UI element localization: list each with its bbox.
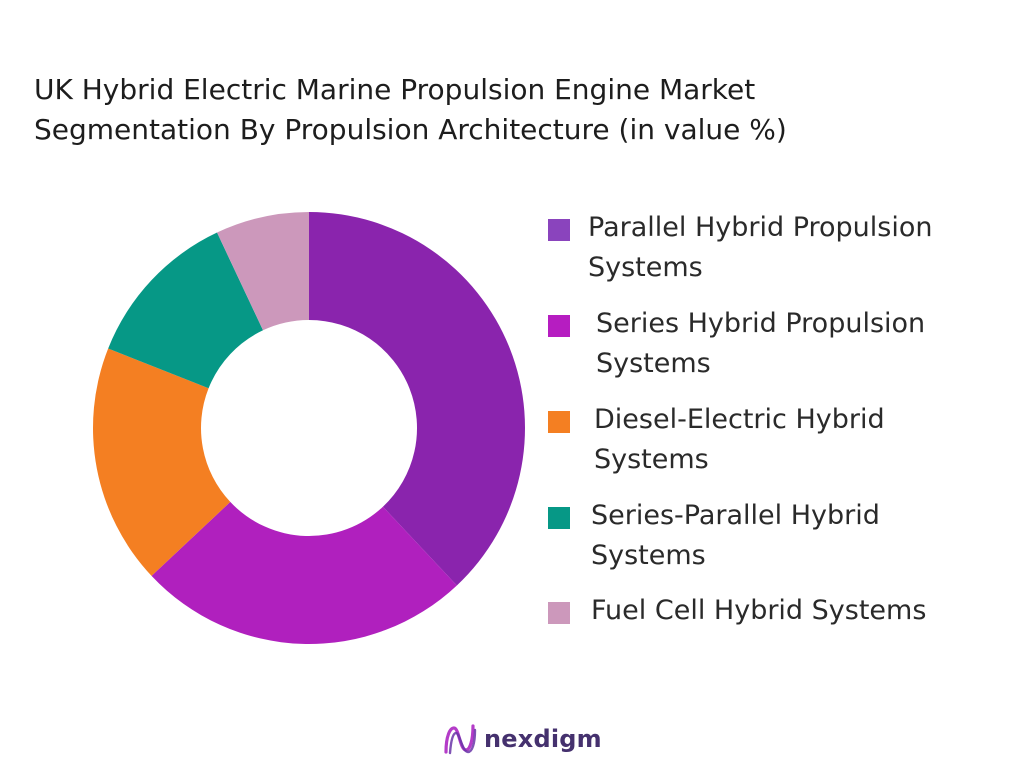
legend-item-fuel-cell: Fuel Cell Hybrid Systems (548, 591, 988, 631)
legend-label-series-hybrid: Series Hybrid Propulsion Systems (596, 308, 926, 379)
donut-slices (93, 212, 525, 644)
brand-logo: nexdigm (442, 722, 602, 756)
legend-label-parallel-hybrid: Parallel Hybrid Propulsion Systems (588, 212, 933, 283)
legend-swatch-diesel-electric (548, 411, 570, 433)
legend-label-series-parallel: Series-Parallel Hybrid Systems (591, 500, 880, 571)
legend-item-series-hybrid: Series Hybrid Propulsion Systems (548, 304, 988, 384)
legend-item-diesel-electric: Diesel-Electric Hybrid Systems (548, 400, 988, 480)
legend-item-parallel-hybrid: Parallel Hybrid Propulsion Systems (548, 208, 988, 288)
legend-swatch-series-parallel (548, 507, 570, 529)
legend-swatch-series-hybrid (548, 315, 570, 337)
chart-title-line-2: Segmentation By Propulsion Architecture … (34, 113, 787, 146)
donut-slice-fuel-cell-hybrid-systems (217, 212, 309, 331)
legend-swatch-fuel-cell (548, 602, 570, 624)
chart-title: UK Hybrid Electric Marine Propulsion Eng… (34, 70, 974, 150)
chart-title-line-1: UK Hybrid Electric Marine Propulsion Eng… (34, 73, 756, 106)
donut-slice-diesel-electric-hybrid-systems (93, 348, 231, 576)
donut-slice-parallel-hybrid-propulsion-systems (309, 212, 525, 586)
legend-label-diesel-electric: Diesel-Electric Hybrid Systems (594, 404, 885, 475)
brand-name: nexdigm (484, 725, 602, 753)
donut-slice-series-hybrid-propulsion-systems (151, 501, 457, 644)
legend-item-series-parallel: Series-Parallel Hybrid Systems (548, 496, 988, 576)
legend-label-fuel-cell: Fuel Cell Hybrid Systems (591, 595, 927, 626)
legend-swatch-parallel-hybrid (548, 219, 570, 241)
nexdigm-logo-icon (444, 724, 477, 755)
donut-slice-series-parallel-hybrid-systems (108, 232, 264, 389)
